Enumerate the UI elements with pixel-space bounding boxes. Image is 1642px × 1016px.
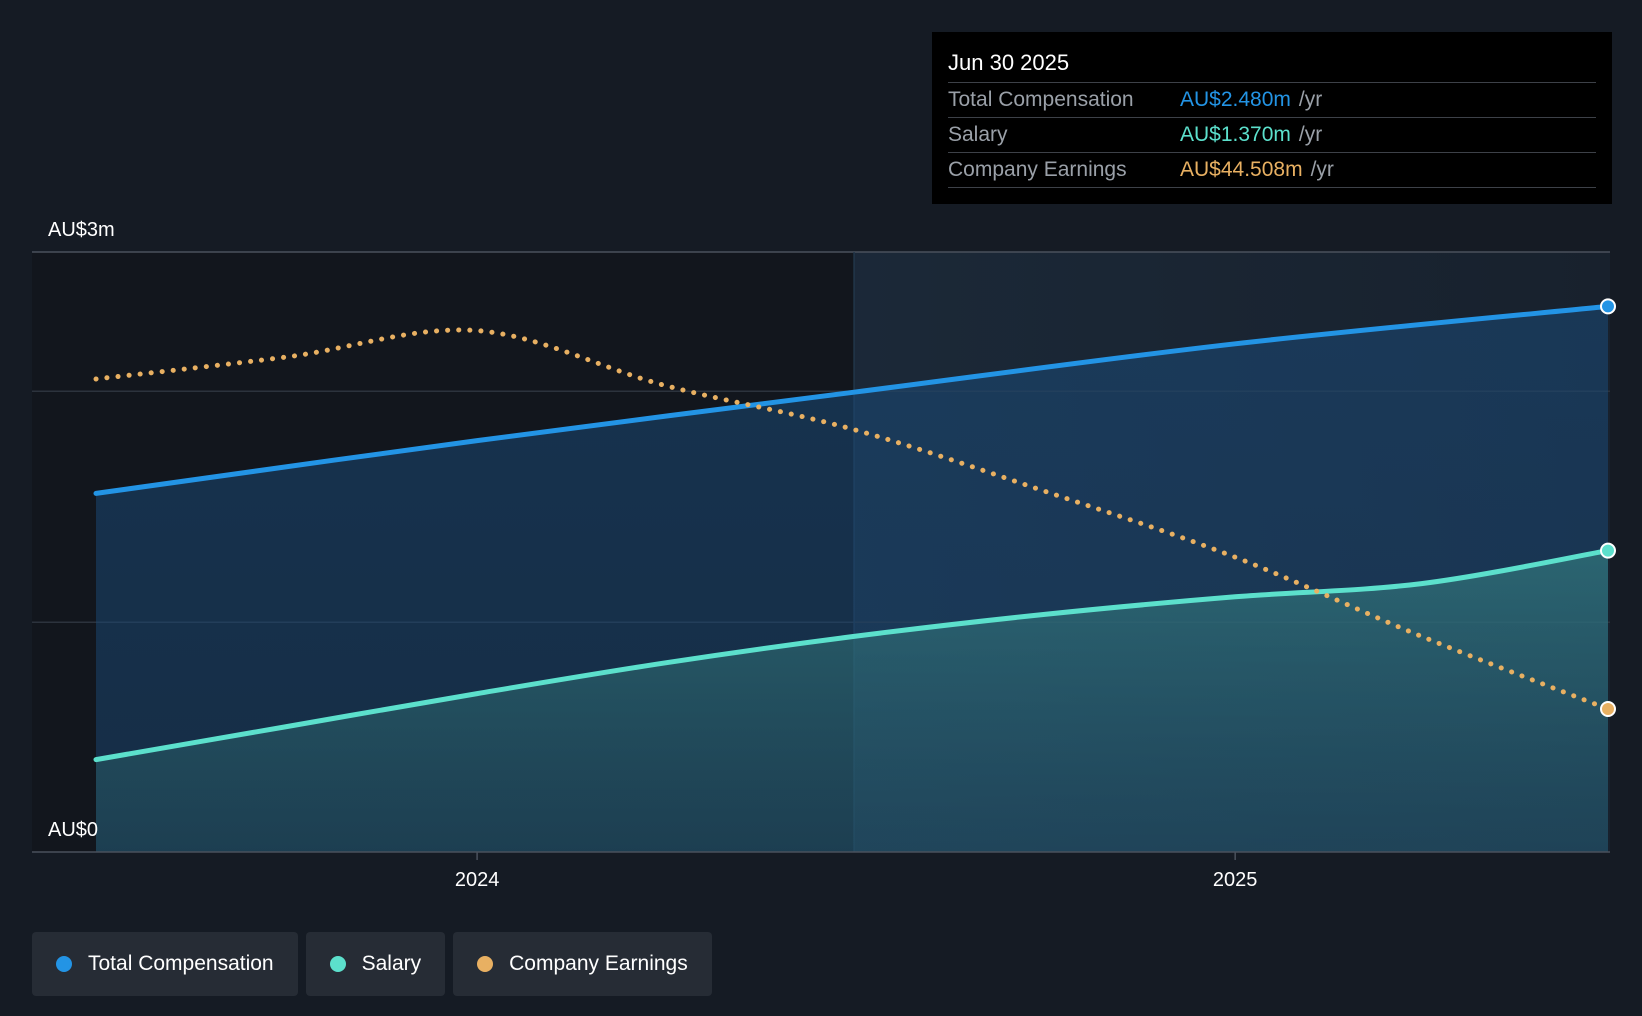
series-0-line [93,303,1611,496]
tooltip-value: AU$1.370m [1180,123,1291,146]
tooltip-value: AU$2.480m [1180,88,1291,111]
series-1-area [96,550,1608,852]
tooltip-label: Total Compensation [948,88,1134,111]
tooltip-unit: /yr [1310,158,1334,181]
legend-label: Company Earnings [509,952,688,975]
tooltip-value: AU$44.508m [1180,158,1303,181]
series-2-end-marker [1600,701,1616,717]
legend-item-salary[interactable]: Salary [305,932,446,996]
legend-dot-icon [56,956,72,972]
series-1-line [93,548,1611,763]
end-markers [1600,298,1616,717]
x-axis: 2024 2025 [32,851,1610,891]
y-axis-bottom-label: AU$0 [48,819,98,841]
series-1-end-marker [1600,542,1616,559]
legend-item-total-compensation[interactable]: Total Compensation [32,932,298,996]
tooltip-row-company-earnings: Company Earnings AU$44.508m /yr [948,153,1596,188]
series-0-end-marker [1600,298,1616,315]
x-tick-label: 2024 [455,869,500,891]
chart-legend: Total Compensation Salary Company Earnin… [32,932,712,996]
tooltip-unit: /yr [1298,123,1323,146]
tooltip-row-salary: Salary AU$1.370m /yr [948,118,1596,153]
series-lines [93,303,1611,763]
y-axis-top-label: AU$3m [48,219,115,241]
legend-dot-icon [477,956,494,972]
legend-label: Total Compensation [88,952,274,975]
legend-dot-icon [329,956,346,972]
tooltip-date: Jun 30 2025 [948,46,1596,83]
tooltip-label: Company Earnings [948,158,1127,181]
tooltip-row-total-compensation: Total Compensation AU$2.480m /yr [948,83,1596,118]
data-tooltip: Jun 30 2025 Total Compensation AU$2.480m… [932,32,1612,204]
x-tick-label: 2025 [1213,869,1258,891]
tooltip-label: Salary [948,123,1008,146]
tooltip-unit: /yr [1298,88,1323,111]
legend-label: Salary [361,952,422,975]
legend-item-company-earnings[interactable]: Company Earnings [453,932,712,996]
